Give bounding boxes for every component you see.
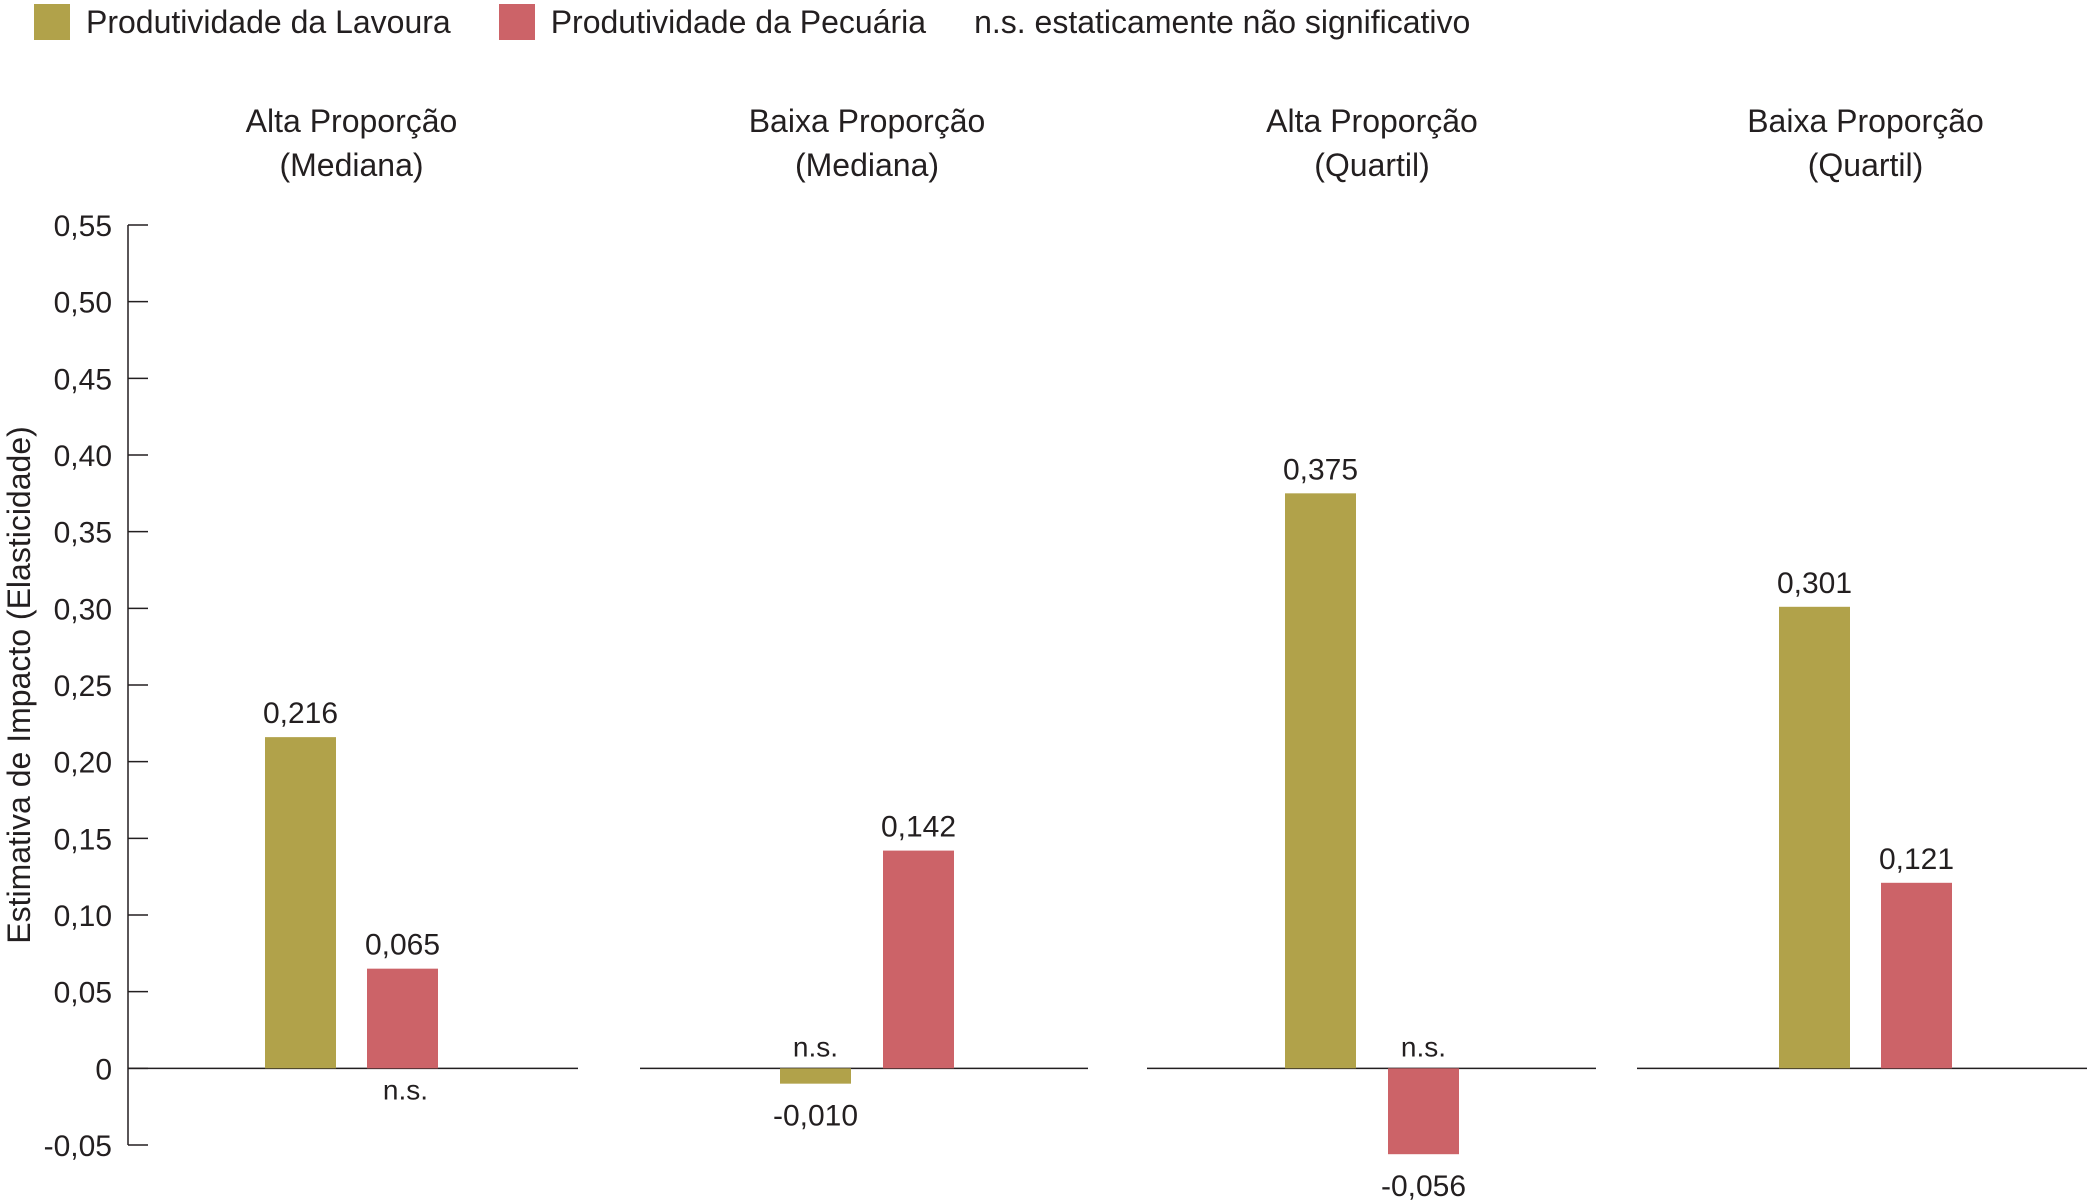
category-sublabel: (Mediana) xyxy=(795,147,939,183)
data-label: 0,142 xyxy=(881,811,956,844)
y-tick-label: 0,45 xyxy=(54,363,112,396)
significance-label: n.s. xyxy=(1401,1031,1446,1062)
y-tick-label: 0,55 xyxy=(54,210,112,243)
legend: Produtividade da Lavoura Produtividade d… xyxy=(34,2,1470,42)
bar-pecuaria xyxy=(1881,882,1952,1069)
data-label: -0,056 xyxy=(1381,1170,1466,1203)
legend-swatch-lavoura xyxy=(34,4,70,40)
y-tick-label: 0 xyxy=(95,1053,112,1086)
y-tick-label: 0,10 xyxy=(54,900,112,933)
data-label: 0,216 xyxy=(263,697,338,730)
category-label: Baixa Proporção xyxy=(749,103,986,139)
y-tick-label: 0,05 xyxy=(54,977,112,1010)
category-sublabel: (Quartil) xyxy=(1808,147,1924,183)
bar-lavoura xyxy=(1285,493,1356,1069)
bar-pecuaria xyxy=(1388,1068,1459,1155)
bar-pecuaria xyxy=(367,968,438,1069)
bar-lavoura xyxy=(1779,606,1850,1069)
y-tick-label: 0,25 xyxy=(54,670,112,703)
bar-lavoura xyxy=(265,737,336,1069)
y-tick-label: 0,40 xyxy=(54,440,112,473)
data-label: 0,375 xyxy=(1283,453,1358,486)
legend-item-lavoura: Produtividade da Lavoura xyxy=(34,4,451,41)
significance-label: n.s. xyxy=(383,1074,428,1105)
data-label: -0,010 xyxy=(773,1100,858,1133)
legend-note: n.s. estaticamente não significativo xyxy=(974,3,1471,40)
y-tick-label: 0,30 xyxy=(54,593,112,626)
bar-lavoura xyxy=(780,1068,851,1084)
y-tick-label: 0,35 xyxy=(54,517,112,550)
category-label: Alta Proporção xyxy=(246,103,458,139)
legend-label-pecuaria: Produtividade da Pecuária xyxy=(550,3,927,40)
legend-swatch-pecuaria xyxy=(498,4,535,40)
y-axis-title: Estimativa de Impacto (Elasticidade) xyxy=(1,426,37,944)
y-tick-label: 0,50 xyxy=(54,287,112,320)
data-label: 0,121 xyxy=(1879,843,1954,876)
category-sublabel: (Mediana) xyxy=(279,147,423,183)
y-tick-label: 0,15 xyxy=(54,823,112,856)
category-label: Alta Proporção xyxy=(1266,103,1478,139)
significance-label: n.s. xyxy=(793,1031,838,1062)
data-label: 0,065 xyxy=(365,929,440,962)
y-tick-label: 0,20 xyxy=(54,747,112,780)
category-sublabel: (Quartil) xyxy=(1314,147,1430,183)
legend-item-pecuaria: Produtividade da Pecuária xyxy=(498,3,927,41)
data-label: 0,301 xyxy=(1777,567,1852,600)
legend-label-lavoura: Produtividade da Lavoura xyxy=(86,3,451,40)
y-tick-label: -0,05 xyxy=(44,1130,112,1163)
bar-pecuaria xyxy=(883,850,954,1069)
category-label: Baixa Proporção xyxy=(1747,103,1984,139)
